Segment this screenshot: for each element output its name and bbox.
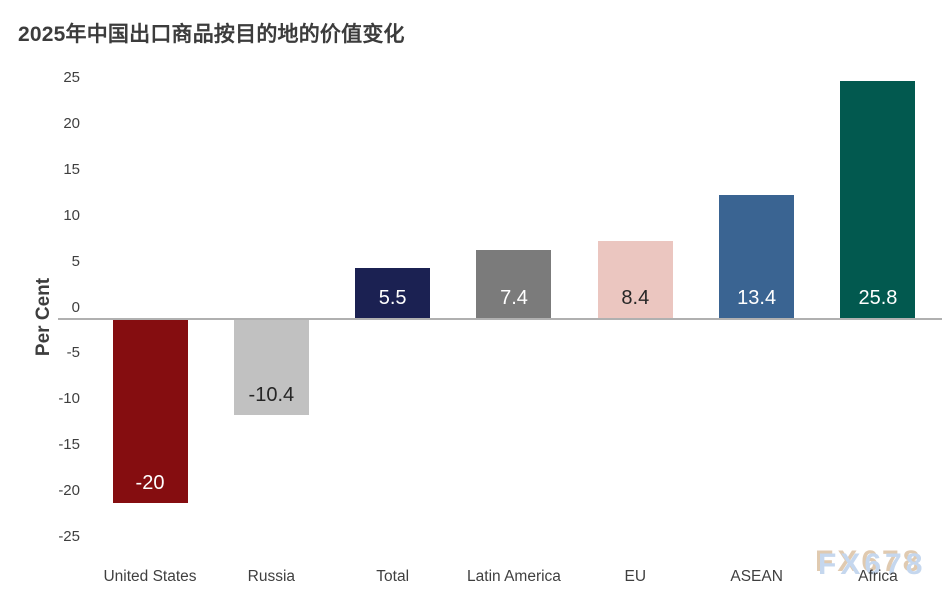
bar-asean: 13.4 (719, 195, 795, 318)
bar-latin-america: 7.4 (476, 250, 552, 318)
y-tick-label: 0 (71, 298, 80, 316)
bar-africa: 25.8 (840, 81, 916, 318)
y-tick-label: 15 (63, 160, 80, 178)
bar-total: 5.5 (355, 267, 431, 318)
bar-value-label: 7.4 (500, 286, 528, 309)
y-tick-label: -5 (66, 344, 80, 362)
y-tick-label: -15 (58, 436, 80, 454)
bar-value-label: -20 (135, 472, 165, 495)
x-axis-label-africa: Africa (858, 568, 898, 585)
x-axis-label-united-states: United States (103, 568, 197, 585)
bar-value-label: 13.4 (737, 286, 777, 309)
chart-title: 2025年中国出口商品按目的地的价值变化 (18, 23, 405, 46)
bar-russia: -10.4 (233, 320, 309, 416)
bar-united-states: -20 (112, 320, 188, 504)
bar-value-label: 25.8 (858, 286, 898, 309)
bar-value-label: 5.5 (378, 286, 407, 309)
x-axis-label-russia: Russia (247, 568, 296, 585)
y-tick-label: 10 (63, 206, 80, 224)
x-axis-label-eu: EU (624, 568, 647, 585)
y-tick-label: -25 (58, 527, 80, 545)
x-axis-label-total: Total (376, 568, 410, 585)
watermark-shadow-text: FX678 (815, 545, 924, 578)
y-tick-label: -10 (58, 390, 80, 408)
y-tick-label: 25 (63, 69, 80, 87)
y-tick-label: 20 (63, 115, 80, 133)
bar-value-label: 8.4 (621, 286, 650, 309)
x-axis-label-latin-america: Latin America (467, 568, 561, 585)
y-tick-label: -20 (58, 481, 80, 499)
x-axis-label-asean: ASEAN (730, 568, 783, 585)
zero-baseline (58, 318, 942, 320)
watermark-text: FX678 (818, 548, 927, 581)
y-tick-label: 5 (71, 252, 80, 270)
bar-eu: 8.4 (597, 240, 673, 318)
bar-value-label: -10.4 (248, 384, 295, 407)
